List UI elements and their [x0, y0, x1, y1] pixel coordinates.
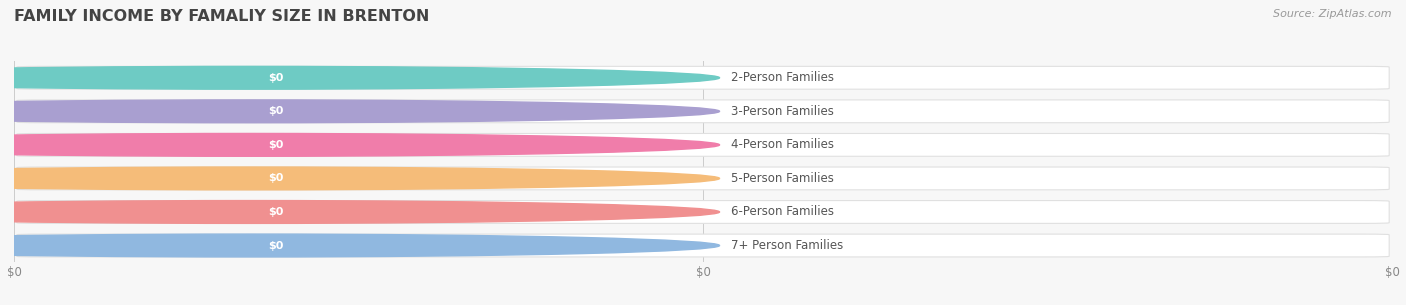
Text: FAMILY INCOME BY FAMALIY SIZE IN BRENTON: FAMILY INCOME BY FAMALIY SIZE IN BRENTON: [14, 9, 429, 24]
FancyBboxPatch shape: [17, 66, 1389, 89]
Text: $0: $0: [269, 241, 284, 250]
Text: $0: $0: [269, 140, 284, 150]
FancyBboxPatch shape: [238, 70, 314, 86]
Circle shape: [0, 201, 720, 223]
Text: $0: $0: [269, 73, 284, 83]
FancyBboxPatch shape: [17, 234, 1389, 257]
Text: $0: $0: [269, 106, 284, 116]
FancyBboxPatch shape: [238, 137, 314, 153]
Text: 3-Person Families: 3-Person Families: [731, 105, 834, 118]
FancyBboxPatch shape: [238, 170, 314, 187]
Circle shape: [0, 134, 720, 156]
Text: 5-Person Families: 5-Person Families: [731, 172, 834, 185]
FancyBboxPatch shape: [17, 201, 1389, 223]
FancyBboxPatch shape: [238, 237, 314, 254]
Text: 4-Person Families: 4-Person Families: [731, 138, 834, 151]
Text: Source: ZipAtlas.com: Source: ZipAtlas.com: [1274, 9, 1392, 19]
FancyBboxPatch shape: [238, 103, 314, 120]
Text: 6-Person Families: 6-Person Families: [731, 206, 834, 218]
FancyBboxPatch shape: [17, 134, 1389, 156]
Circle shape: [0, 100, 720, 123]
Circle shape: [0, 167, 720, 190]
FancyBboxPatch shape: [238, 204, 314, 220]
FancyBboxPatch shape: [17, 167, 1389, 190]
Text: $0: $0: [269, 174, 284, 183]
Circle shape: [0, 66, 720, 89]
Text: $0: $0: [269, 207, 284, 217]
Text: 7+ Person Families: 7+ Person Families: [731, 239, 842, 252]
FancyBboxPatch shape: [17, 100, 1389, 123]
Circle shape: [0, 234, 720, 257]
Text: 2-Person Families: 2-Person Families: [731, 71, 834, 84]
